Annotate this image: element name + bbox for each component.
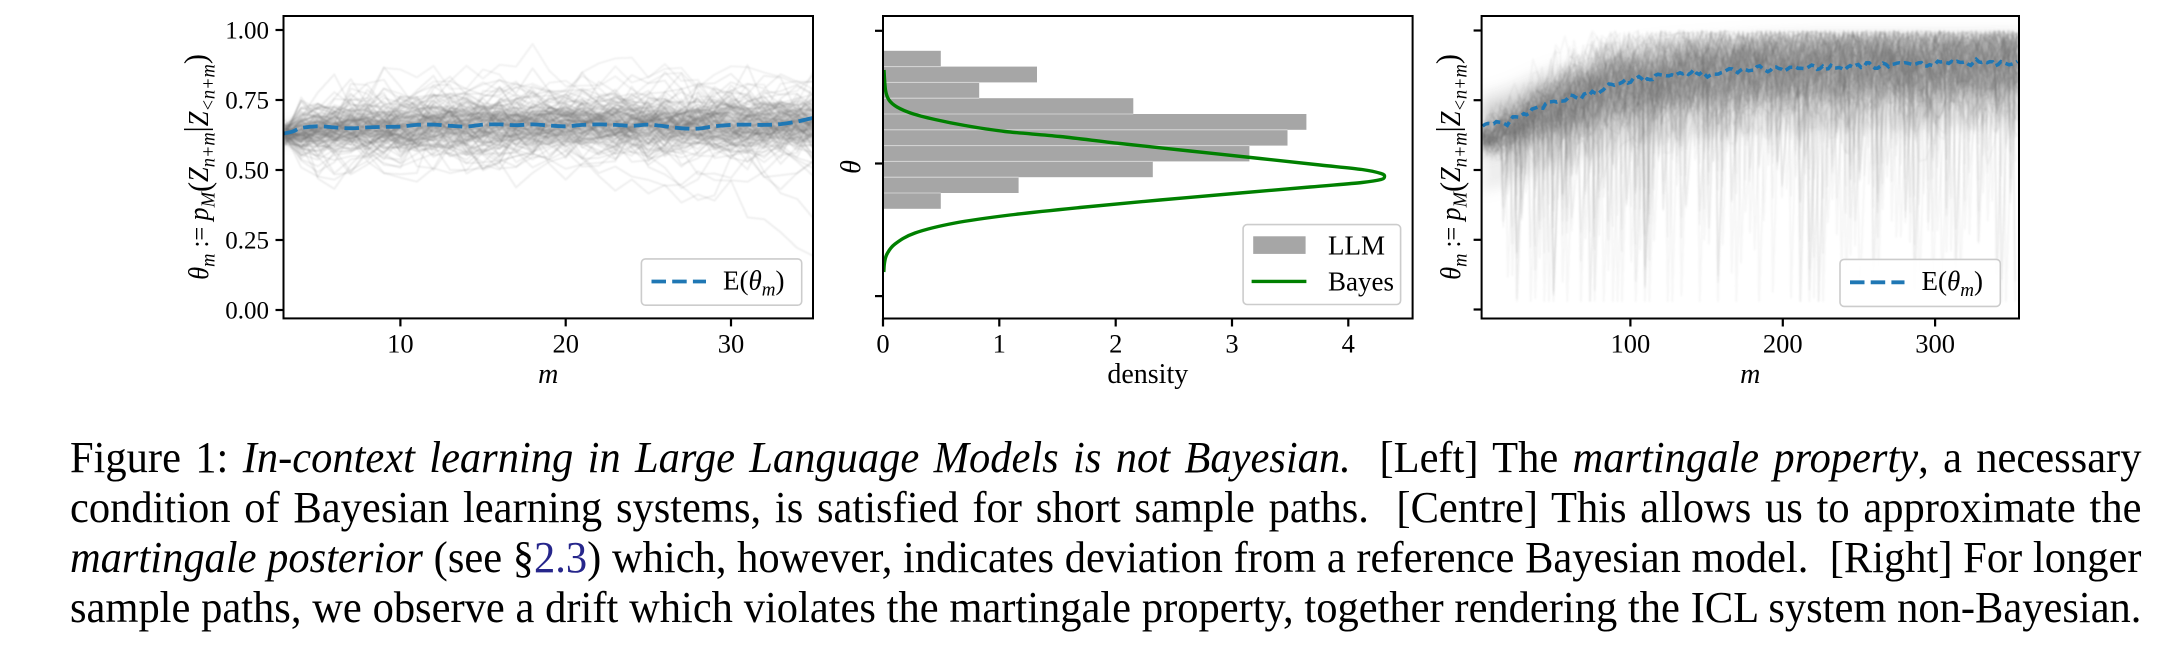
svg-text:4: 4 <box>1342 329 1355 359</box>
svg-text:20: 20 <box>552 329 579 359</box>
svg-text:E(θm): E(θm) <box>723 266 784 301</box>
svg-text:Bayes: Bayes <box>1328 267 1394 297</box>
svg-text:0.25: 0.25 <box>225 228 269 255</box>
svg-text:E(θm): E(θm) <box>1922 266 1983 301</box>
svg-text:0: 0 <box>876 329 889 359</box>
svg-text:3: 3 <box>1225 329 1238 359</box>
svg-text:0.50: 0.50 <box>225 158 269 185</box>
svg-text:1.00: 1.00 <box>225 18 269 45</box>
svg-text:0.75: 0.75 <box>225 88 269 115</box>
svg-text:300: 300 <box>1915 329 1955 359</box>
svg-text:m: m <box>538 359 558 390</box>
svg-text:100: 100 <box>1611 329 1651 359</box>
svg-text:200: 200 <box>1763 329 1803 359</box>
svg-text:θ: θ <box>836 160 867 174</box>
svg-text:30: 30 <box>718 329 745 359</box>
svg-text:0.00: 0.00 <box>225 298 269 325</box>
svg-text:1: 1 <box>993 329 1006 359</box>
svg-text:density: density <box>1107 359 1188 390</box>
svg-text:θm := pM(Zn+m|Z<n+m): θm := pM(Zn+m|Z<n+m) <box>1429 54 1471 280</box>
svg-text:m: m <box>1740 359 1760 390</box>
svg-text:θm := pM(Zn+m|Z<n+m): θm := pM(Zn+m|Z<n+m) <box>177 54 219 280</box>
svg-text:2: 2 <box>1109 329 1122 359</box>
svg-text:10: 10 <box>387 329 414 359</box>
svg-text:LLM: LLM <box>1328 230 1385 260</box>
